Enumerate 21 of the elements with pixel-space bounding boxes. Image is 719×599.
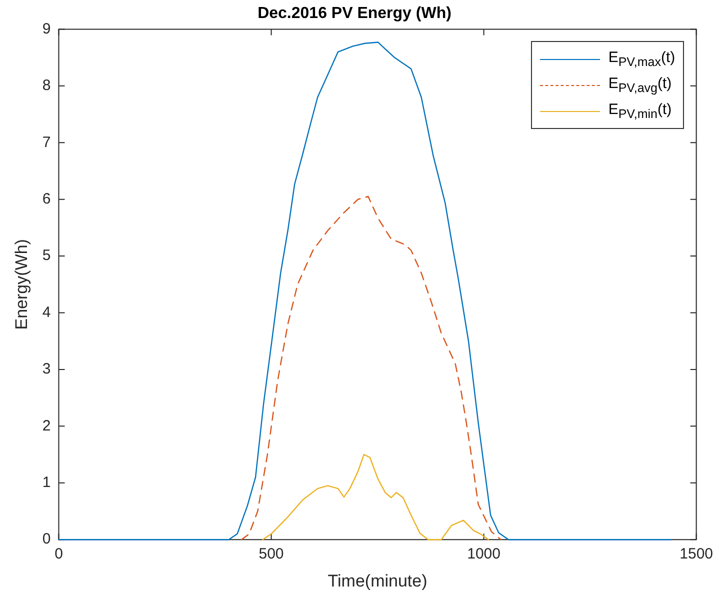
y-tick-label: 1 (42, 474, 51, 492)
legend-label: E$_{PV,min}$(t) (608, 101, 672, 122)
x-axis-title: Time(minute) (328, 571, 428, 590)
y-tick-label: 5 (42, 247, 51, 264)
y-tick-label: 8 (42, 77, 51, 94)
legend-label: E$_{PV,avg}$(t) (608, 75, 672, 96)
line-series (240, 196, 502, 540)
y-tick-label: 0 (42, 530, 51, 548)
y-tick-label: 2 (42, 417, 51, 434)
y-tick-label: 7 (42, 134, 51, 151)
y-tick-label: 3 (42, 360, 51, 378)
y-tick-label: 9 (42, 20, 51, 38)
y-tick-label: 4 (42, 304, 51, 321)
y-tick-label: 6 (42, 190, 51, 208)
x-tick-label: 500 (258, 546, 284, 563)
x-tick-label: 0 (54, 546, 63, 563)
x-tick-label: 1500 (680, 546, 714, 563)
chart-title: Dec.2016 PV Energy (Wh) (258, 5, 452, 22)
x-tick-label: 1000 (467, 546, 500, 563)
legend-label: E$_{PV,max}$(t) (608, 49, 676, 70)
y-axis-title: Energy(Wh) (12, 239, 31, 330)
